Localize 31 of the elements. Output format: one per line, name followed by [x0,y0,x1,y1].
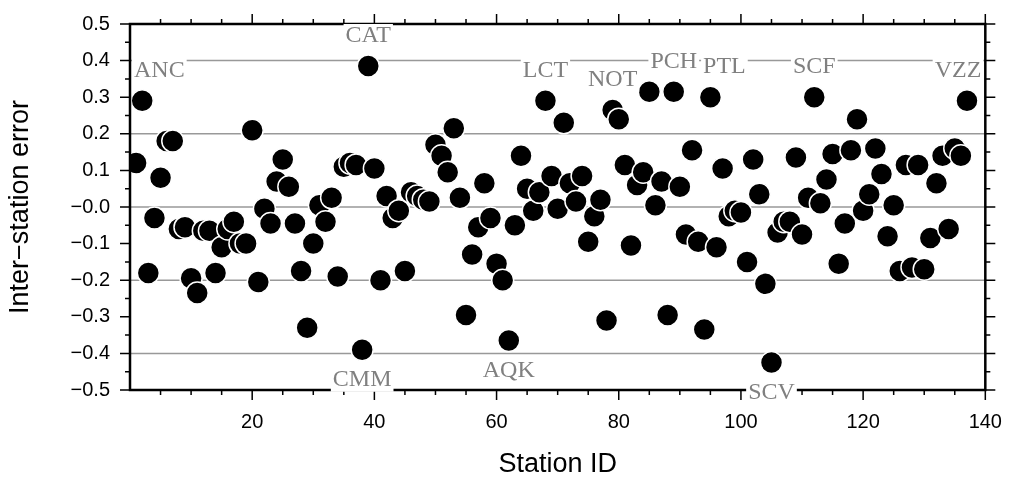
y-tick-label: −0.2 [70,267,110,290]
x-tick-label: 100 [724,409,758,432]
x-tick-label: 120 [846,409,880,432]
y-tick-label: 0.5 [82,11,110,34]
annotation: LCT [522,56,569,83]
y-tick-label: 0.2 [82,121,110,144]
x-tick-label: 40 [363,409,386,432]
annotation: SCV [748,377,796,404]
x-tick-label: 80 [607,409,630,432]
y-axis-title: Inter−station error [3,100,34,314]
y-tick-label: −0.0 [70,194,110,217]
annotation: VZZ [934,56,982,83]
annotation: CMM [332,365,392,392]
y-tick-label: −0.4 [70,340,110,363]
y-tick-label: 0.3 [82,84,110,107]
y-tick-label: −0.1 [70,231,110,254]
x-tick-label: 60 [485,409,508,432]
y-tick-label: 0.4 [82,48,110,71]
y-tick-label: −0.3 [70,304,110,327]
x-tick-label: 140 [968,409,1002,432]
annotation: SCF [792,52,836,79]
annotation: ANC [134,56,185,83]
annotation: PTL [703,52,746,79]
annotation: PCH [650,47,698,74]
x-axis-title: Station ID [498,448,617,479]
x-tick-label: 20 [241,409,264,432]
annotation: NOT [587,65,638,92]
y-tick-label: −0.5 [70,377,110,400]
annotation: AQK [482,355,536,382]
y-tick-label: 0.1 [82,157,110,180]
annotation: CAT [345,21,392,48]
